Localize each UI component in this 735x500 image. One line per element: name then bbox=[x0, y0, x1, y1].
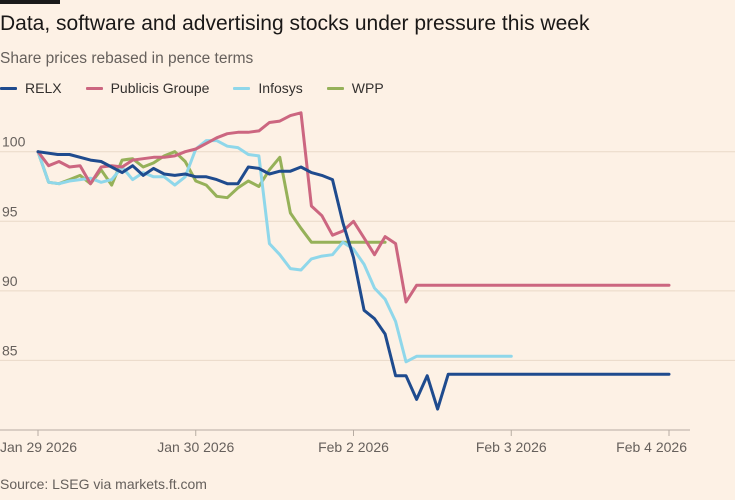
chart-source: Source: LSEG via markets.ft.com bbox=[0, 476, 207, 492]
legend-item-wpp: WPP bbox=[326, 80, 384, 96]
x-tick-label-3: Feb 3 2026 bbox=[476, 439, 547, 455]
series-line-relx bbox=[36, 150, 671, 411]
series-line-wpp bbox=[36, 150, 387, 244]
y-tick-label-85: 85 bbox=[2, 342, 18, 358]
legend-swatch-publicis bbox=[85, 86, 103, 90]
y-tick-label-95: 95 bbox=[2, 203, 18, 219]
chart-title: Data, software and advertising stocks un… bbox=[0, 12, 590, 35]
y-tick-label-90: 90 bbox=[2, 273, 18, 289]
legend-swatch-infosys bbox=[233, 86, 251, 90]
series-line-publicis-groupe bbox=[36, 111, 671, 304]
legend-label-infosys: Infosys bbox=[258, 80, 303, 96]
series-line-infosys bbox=[36, 139, 513, 364]
legend-item-publicis: Publicis Groupe bbox=[85, 80, 210, 96]
legend-item-relx: RELX bbox=[0, 80, 62, 96]
legend-label-relx: RELX bbox=[25, 80, 62, 96]
x-tick-label-4: Feb 4 2026 bbox=[616, 439, 687, 455]
legend-label-publicis: Publicis Groupe bbox=[110, 80, 210, 96]
legend-swatch-wpp bbox=[326, 86, 344, 90]
header-accent-bar bbox=[0, 0, 60, 4]
chart-legend: RELX Publicis Groupe Infosys WPP bbox=[0, 80, 408, 96]
line-chart: 85 90 95 100 Jan 29 2026 Jan 30 2026 Feb 2 202… bbox=[0, 111, 735, 455]
chart-subtitle: Share prices rebased in pence terms bbox=[0, 50, 254, 67]
x-tick-label-2: Feb 2 2026 bbox=[318, 439, 389, 455]
y-tick-label-100: 100 bbox=[2, 134, 26, 150]
x-tick-label-0: Jan 29 2026 bbox=[0, 439, 77, 455]
legend-item-infosys: Infosys bbox=[233, 80, 303, 96]
x-tick-label-1: Jan 30 2026 bbox=[157, 439, 234, 455]
legend-swatch-relx bbox=[0, 86, 17, 90]
legend-label-wpp: WPP bbox=[351, 80, 384, 96]
